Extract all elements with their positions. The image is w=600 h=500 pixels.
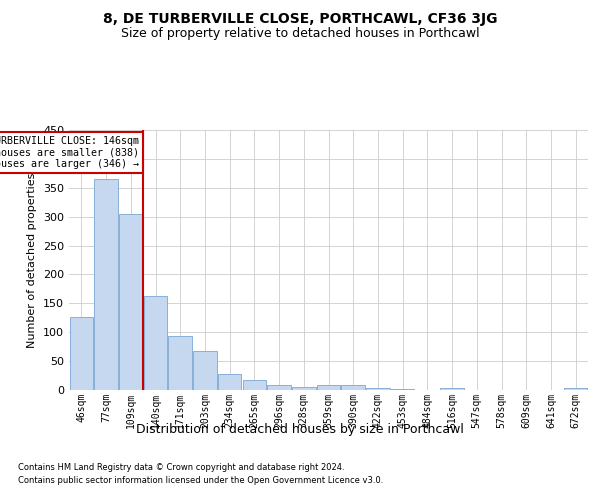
Bar [242,380,266,390]
Bar [366,388,389,390]
Bar [70,316,93,390]
Bar [317,386,340,390]
Bar [94,179,118,390]
Text: 8 DE TURBERVILLE CLOSE: 146sqm
← 71% of detached houses are smaller (838)
29% of: 8 DE TURBERVILLE CLOSE: 146sqm ← 71% of … [0,136,139,169]
Bar [144,296,167,390]
Y-axis label: Number of detached properties: Number of detached properties [28,172,37,348]
Bar [440,388,464,390]
Text: Size of property relative to detached houses in Porthcawl: Size of property relative to detached ho… [121,28,479,40]
Text: Contains HM Land Registry data © Crown copyright and database right 2024.: Contains HM Land Registry data © Crown c… [18,462,344,471]
Bar [341,386,365,390]
Bar [119,214,143,390]
Text: 8, DE TURBERVILLE CLOSE, PORTHCAWL, CF36 3JG: 8, DE TURBERVILLE CLOSE, PORTHCAWL, CF36… [103,12,497,26]
Bar [169,336,192,390]
Bar [193,352,217,390]
Bar [292,386,316,390]
Text: Contains public sector information licensed under the Open Government Licence v3: Contains public sector information licen… [18,476,383,485]
Text: Distribution of detached houses by size in Porthcawl: Distribution of detached houses by size … [136,422,464,436]
Bar [268,385,291,390]
Bar [564,388,587,390]
Bar [218,374,241,390]
